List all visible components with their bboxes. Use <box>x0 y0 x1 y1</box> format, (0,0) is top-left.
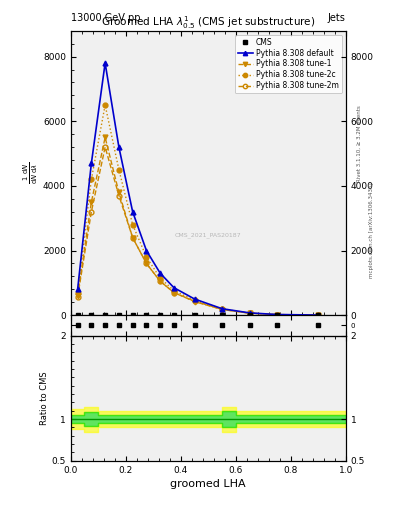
Pythia 8.308 tune-2m <box>89 209 94 215</box>
Pythia 8.308 tune-1 <box>116 189 121 196</box>
Pythia 8.308 tune-1 <box>130 234 135 241</box>
Pythia 8.308 tune-2m <box>220 306 224 312</box>
Pythia 8.308 tune-2m <box>144 261 149 267</box>
Pythia 8.308 tune-1 <box>192 298 197 305</box>
Text: CMS_2021_PAS20187: CMS_2021_PAS20187 <box>175 232 242 239</box>
Pythia 8.308 default <box>247 310 252 316</box>
Line: Pythia 8.308 tune-1: Pythia 8.308 tune-1 <box>75 135 321 317</box>
CMS <box>144 312 149 318</box>
Pythia 8.308 tune-2c <box>247 310 252 316</box>
Pythia 8.308 default <box>144 247 149 253</box>
Pythia 8.308 tune-2c <box>75 289 80 295</box>
Pythia 8.308 default <box>116 144 121 150</box>
Pythia 8.308 tune-2c <box>171 288 176 294</box>
Pythia 8.308 tune-1 <box>220 307 224 313</box>
Y-axis label: Ratio to CMS: Ratio to CMS <box>40 371 49 425</box>
Pythia 8.308 tune-2c <box>103 102 108 108</box>
Pythia 8.308 tune-2m <box>171 289 176 295</box>
Pythia 8.308 tune-2c <box>144 254 149 260</box>
X-axis label: groomed LHA: groomed LHA <box>171 479 246 489</box>
Pythia 8.308 default <box>220 306 224 312</box>
Pythia 8.308 tune-2m <box>116 193 121 199</box>
Pythia 8.308 tune-1 <box>275 311 279 317</box>
CMS <box>103 312 108 318</box>
Text: Rivet 3.1.10, ≥ 3.2M events: Rivet 3.1.10, ≥ 3.2M events <box>357 105 362 182</box>
Pythia 8.308 tune-2c <box>89 176 94 182</box>
Pythia 8.308 tune-2c <box>316 312 321 318</box>
Pythia 8.308 default <box>75 286 80 292</box>
Pythia 8.308 tune-1 <box>89 199 94 205</box>
CMS <box>116 312 121 318</box>
Pythia 8.308 tune-2c <box>116 166 121 173</box>
Pythia 8.308 default <box>316 312 321 318</box>
CMS <box>220 312 224 318</box>
CMS <box>171 312 176 318</box>
CMS <box>130 312 135 318</box>
Text: Jets: Jets <box>328 13 346 23</box>
Pythia 8.308 tune-2m <box>275 311 279 317</box>
Line: Pythia 8.308 tune-2m: Pythia 8.308 tune-2m <box>75 145 321 317</box>
Pythia 8.308 tune-2m <box>103 144 108 150</box>
Pythia 8.308 tune-2c <box>158 275 163 281</box>
Pythia 8.308 default <box>130 209 135 215</box>
CMS <box>275 312 279 318</box>
Pythia 8.308 default <box>171 285 176 291</box>
CMS <box>158 312 163 318</box>
Line: CMS: CMS <box>76 313 320 317</box>
Pythia 8.308 tune-1 <box>316 312 321 318</box>
Line: Pythia 8.308 tune-2c: Pythia 8.308 tune-2c <box>75 102 321 317</box>
CMS <box>316 312 321 318</box>
Pythia 8.308 tune-1 <box>75 293 80 299</box>
Line: Pythia 8.308 default: Pythia 8.308 default <box>75 60 321 317</box>
Pythia 8.308 tune-1 <box>158 278 163 284</box>
CMS <box>192 312 197 318</box>
Text: mcplots.cern.ch [arXiv:1306.3436]: mcplots.cern.ch [arXiv:1306.3436] <box>369 183 374 278</box>
Pythia 8.308 tune-2m <box>158 278 163 284</box>
Pythia 8.308 tune-2c <box>275 311 279 317</box>
Pythia 8.308 tune-1 <box>144 261 149 267</box>
Pythia 8.308 tune-2m <box>192 298 197 304</box>
Pythia 8.308 default <box>89 160 94 166</box>
Legend: CMS, Pythia 8.308 default, Pythia 8.308 tune-1, Pythia 8.308 tune-2c, Pythia 8.3: CMS, Pythia 8.308 default, Pythia 8.308 … <box>235 34 342 93</box>
Pythia 8.308 tune-2m <box>130 234 135 241</box>
Pythia 8.308 tune-2m <box>316 312 321 318</box>
Pythia 8.308 tune-1 <box>247 310 252 316</box>
Pythia 8.308 tune-2c <box>220 306 224 312</box>
CMS <box>75 312 80 318</box>
Pythia 8.308 tune-1 <box>171 289 176 295</box>
Y-axis label: $\frac{1}{\mathrm{d}N}\frac{\mathrm{d}N}{\mathrm{d}\lambda}$: $\frac{1}{\mathrm{d}N}\frac{\mathrm{d}N}… <box>22 162 40 184</box>
CMS <box>89 312 94 318</box>
Pythia 8.308 tune-2c <box>192 297 197 304</box>
Pythia 8.308 tune-2m <box>75 294 80 300</box>
Pythia 8.308 tune-1 <box>103 134 108 140</box>
Pythia 8.308 default <box>103 60 108 66</box>
Pythia 8.308 default <box>192 296 197 302</box>
Text: 13000 GeV pp: 13000 GeV pp <box>71 13 140 23</box>
CMS <box>247 312 252 318</box>
Pythia 8.308 default <box>275 311 279 317</box>
Pythia 8.308 default <box>158 270 163 276</box>
Pythia 8.308 tune-2c <box>130 222 135 228</box>
Title: Groomed LHA $\lambda^{1}_{0.5}$ (CMS jet substructure): Groomed LHA $\lambda^{1}_{0.5}$ (CMS jet… <box>101 14 316 31</box>
Pythia 8.308 tune-2m <box>247 310 252 316</box>
